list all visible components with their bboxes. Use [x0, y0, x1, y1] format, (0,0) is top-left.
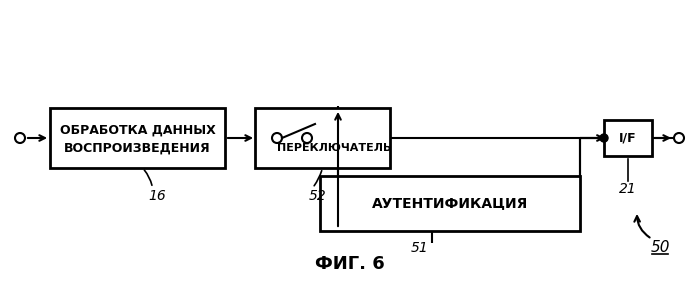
- Bar: [320, 176, 580, 231]
- Text: 21: 21: [619, 182, 637, 196]
- Text: I/F: I/F: [620, 132, 637, 144]
- Text: 50: 50: [650, 241, 670, 255]
- Text: ВОСПРОИЗВЕДЕНИЯ: ВОСПРОИЗВЕДЕНИЯ: [64, 142, 211, 154]
- Bar: [50, 108, 225, 168]
- Text: 51: 51: [411, 241, 429, 255]
- Text: ПЕРЕКЛЮЧАТЕЛЬ: ПЕРЕКЛЮЧАТЕЛЬ: [277, 143, 392, 153]
- Text: 16: 16: [148, 189, 167, 203]
- Circle shape: [600, 134, 608, 142]
- Text: ОБРАБОТКА ДАННЫХ: ОБРАБОТКА ДАННЫХ: [60, 124, 216, 136]
- Bar: [604, 120, 652, 156]
- Text: 52: 52: [309, 189, 326, 203]
- Text: АУТЕНТИФИКАЦИЯ: АУТЕНТИФИКАЦИЯ: [372, 196, 528, 210]
- Bar: [255, 108, 390, 168]
- Text: ФИГ. 6: ФИГ. 6: [315, 255, 385, 273]
